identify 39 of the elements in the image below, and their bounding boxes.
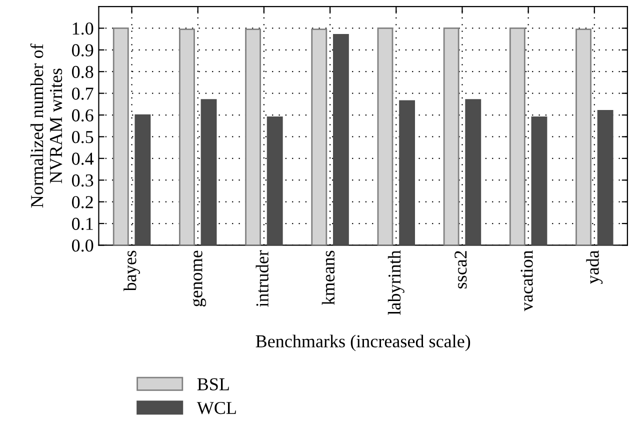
x-axis-title: Benchmarks (increased scale) — [256, 334, 470, 352]
x-tick-label: kmeans — [322, 250, 335, 305]
x-tick-label: intruder — [256, 250, 268, 307]
y-tick-label: 0.1 — [72, 218, 93, 230]
bar — [112, 28, 129, 246]
y-tick-label: 0.0 — [72, 239, 94, 252]
bar — [377, 28, 394, 246]
x-tick-label: genome — [192, 250, 206, 306]
y-tick-label: 0.2 — [72, 196, 93, 208]
bar — [134, 114, 151, 246]
bar — [465, 99, 482, 246]
bar — [200, 99, 217, 246]
y-tick-label: 0.8 — [72, 66, 94, 78]
bar — [597, 110, 614, 246]
y-tick-label: 0.7 — [72, 88, 94, 100]
x-tick-label: bayes — [124, 250, 140, 292]
bar — [399, 100, 416, 246]
bar — [443, 28, 460, 246]
y-axis-title: Normalized number of NVRAM writes — [30, 44, 62, 208]
bar — [332, 34, 349, 246]
bar — [245, 28, 262, 246]
bar — [179, 28, 195, 246]
y-tick-label: 0.3 — [72, 174, 94, 187]
bar — [266, 116, 283, 246]
bar — [509, 28, 526, 246]
bar — [576, 28, 592, 246]
bar — [311, 28, 328, 246]
legend-label: WCL — [196, 402, 236, 414]
y-tick-label: 0.4 — [72, 152, 94, 165]
y-tick-label: 0.5 — [72, 130, 94, 144]
x-tick-label: ssca2 — [454, 251, 467, 288]
x-tick-label: vacation — [520, 250, 533, 312]
bar — [531, 116, 548, 246]
y-tick-label: 0.6 — [72, 109, 94, 122]
legend-label: BSL — [197, 378, 229, 390]
y-tick-label: 0.9 — [72, 44, 94, 56]
x-tick-label: yada — [586, 250, 603, 284]
x-tick-label: labyrinth — [388, 250, 404, 315]
y-tick-label: 1.0 — [72, 22, 94, 35]
